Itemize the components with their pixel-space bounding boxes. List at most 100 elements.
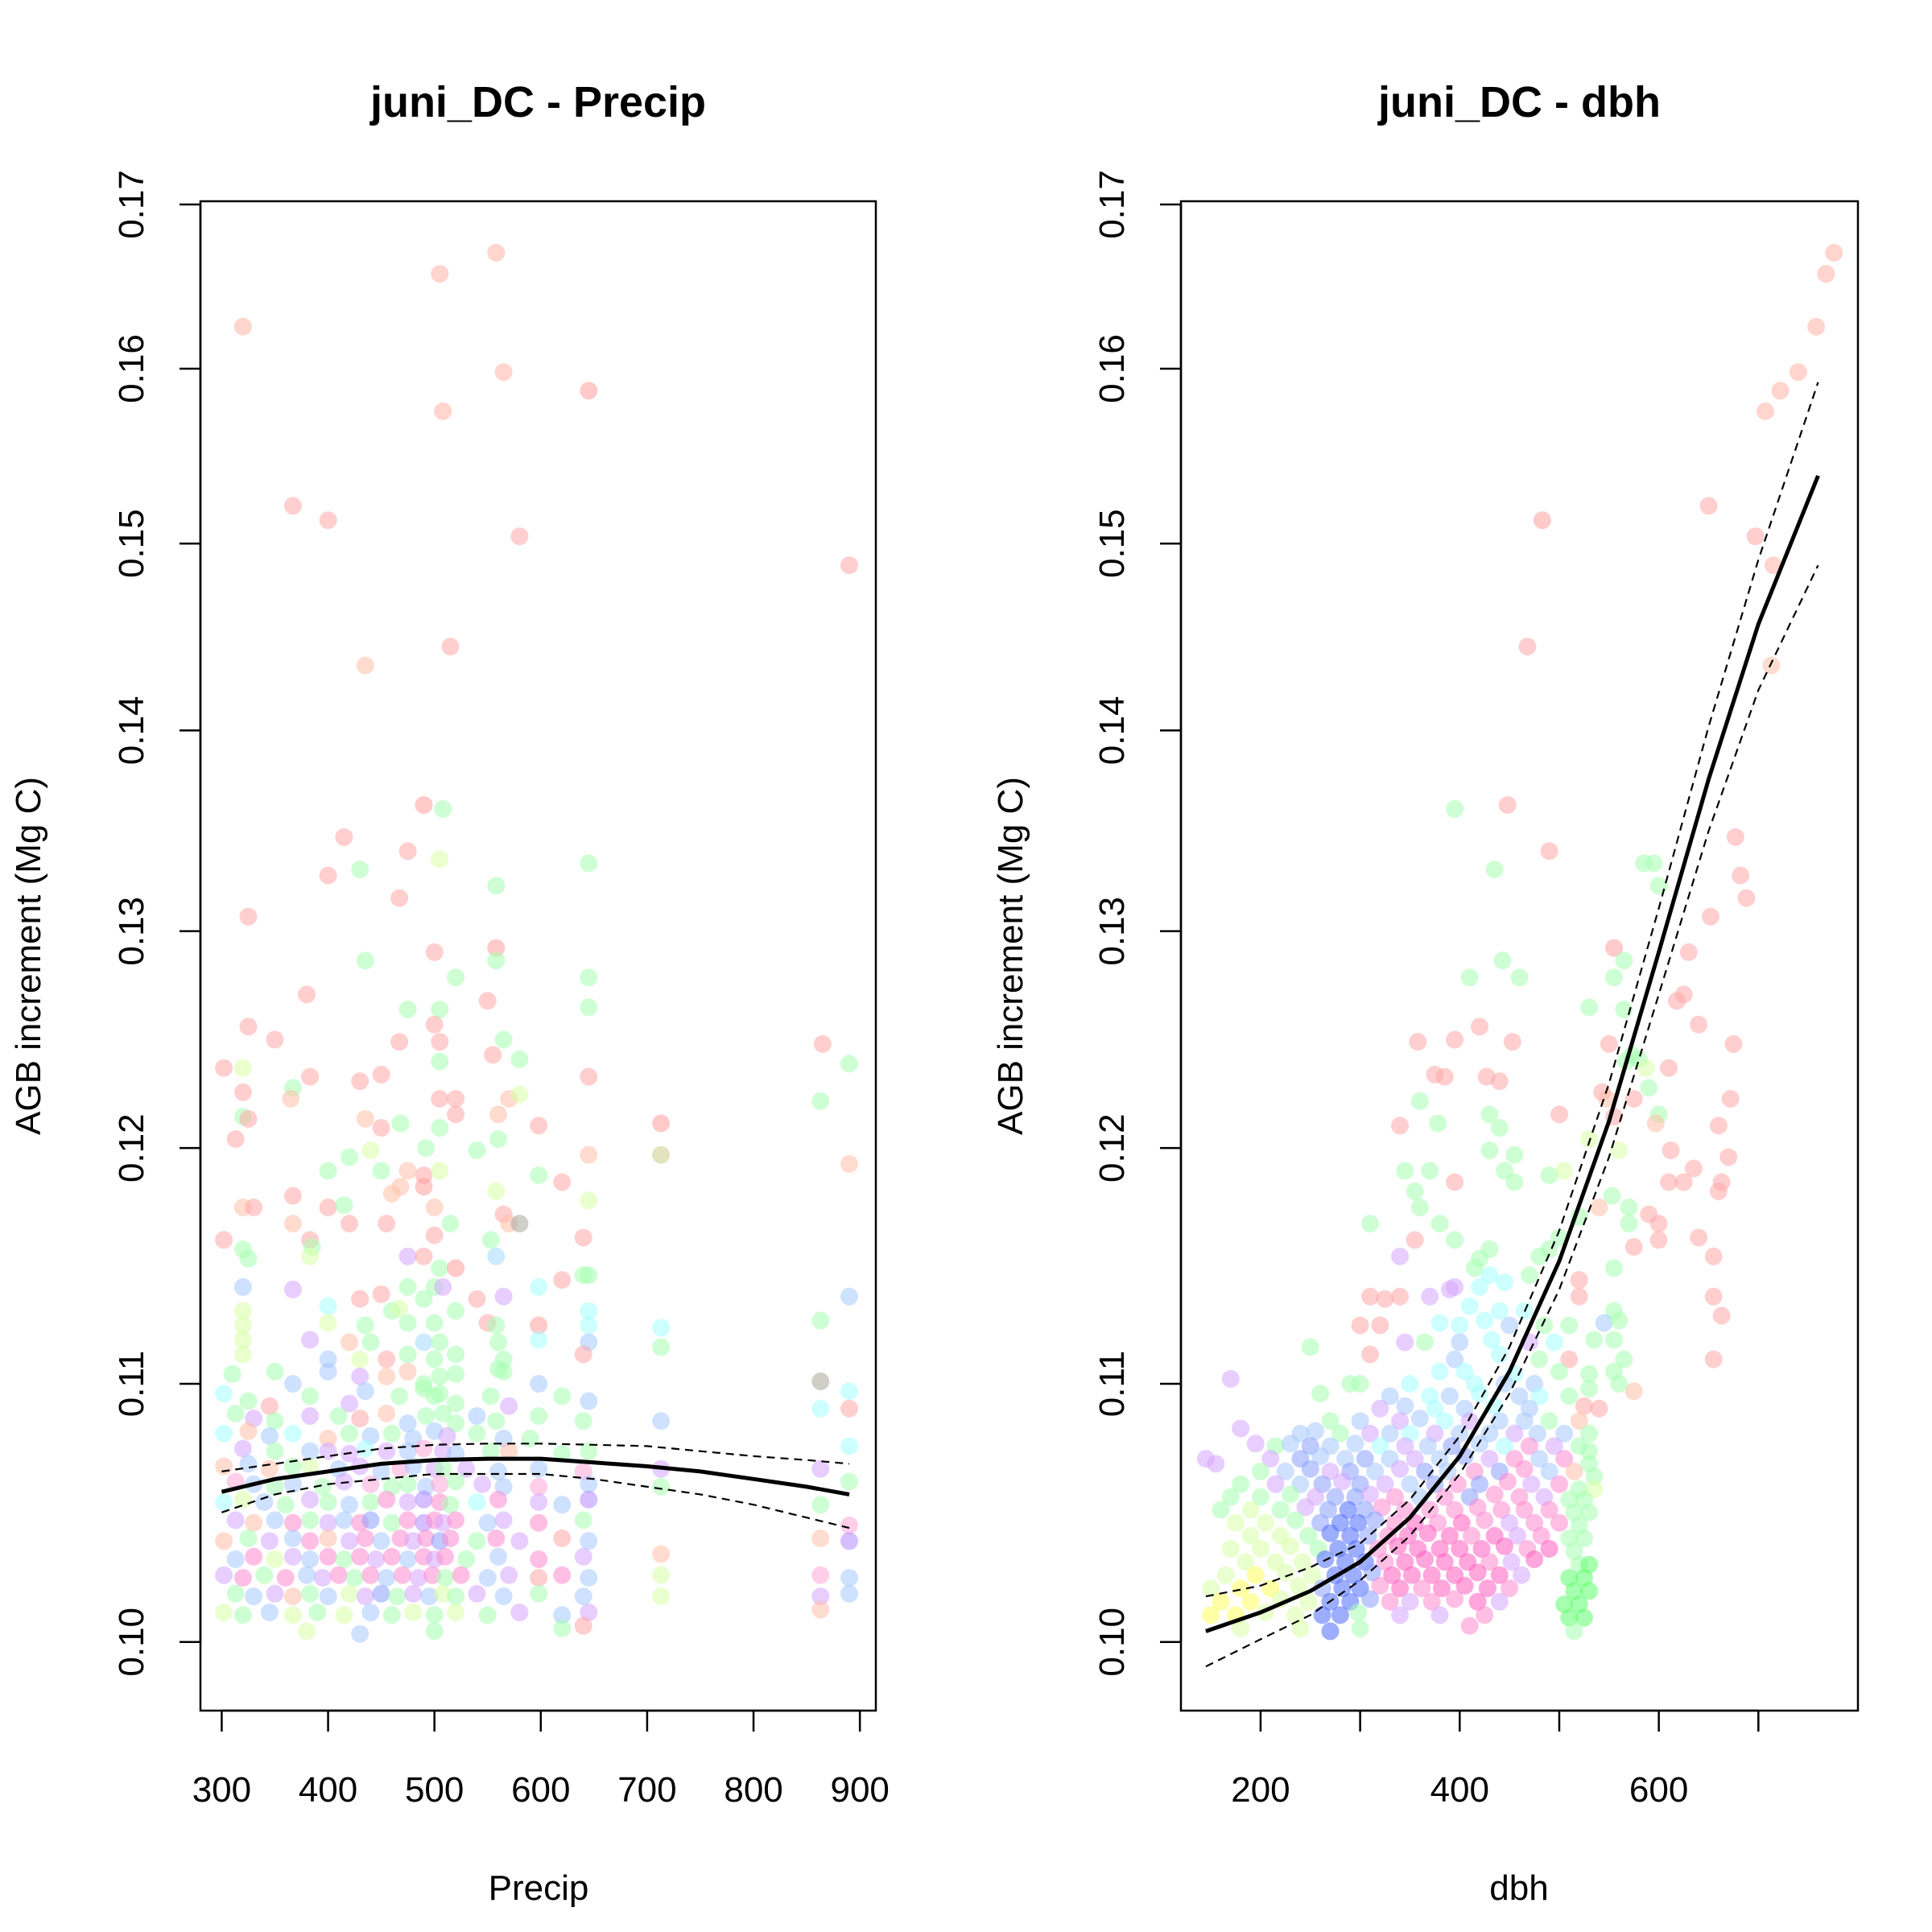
data-point <box>361 1333 380 1352</box>
data-point <box>390 1033 409 1051</box>
data-point <box>530 1459 548 1478</box>
data-point <box>1540 1462 1558 1480</box>
data-point <box>1645 854 1663 873</box>
data-point <box>489 1547 507 1566</box>
data-point <box>1371 1316 1389 1335</box>
data-point <box>341 1333 358 1352</box>
data-point <box>1241 1592 1260 1611</box>
data-point <box>1709 1182 1728 1200</box>
data-point <box>372 1532 390 1550</box>
data-point <box>404 1604 423 1621</box>
data-point <box>1349 1513 1368 1532</box>
data-point <box>301 1331 320 1349</box>
data-point <box>341 1496 358 1514</box>
data-point <box>283 1457 302 1476</box>
data-point <box>1615 952 1633 970</box>
data-point <box>1282 1537 1299 1555</box>
data-point <box>1435 1488 1454 1506</box>
data-point <box>431 1001 449 1018</box>
data-point <box>1433 1579 1451 1598</box>
data-point <box>1232 1419 1250 1438</box>
data-point <box>1321 1462 1340 1480</box>
data-point <box>840 1516 858 1534</box>
data-point <box>580 1302 598 1320</box>
data-point <box>1356 1450 1374 1468</box>
data-point <box>372 1119 390 1137</box>
data-point <box>553 1530 572 1547</box>
data-point <box>580 1146 598 1164</box>
data-point <box>530 1550 548 1568</box>
data-point <box>436 1547 454 1566</box>
data-point <box>510 1604 529 1621</box>
data-point <box>1660 1173 1678 1191</box>
chart-title: juni_DC - dbh <box>1377 78 1661 126</box>
data-point <box>283 497 302 515</box>
data-point <box>1471 1435 1488 1453</box>
data-point <box>1402 1566 1421 1584</box>
data-point <box>415 1333 433 1352</box>
data-point <box>434 402 452 420</box>
data-point <box>1764 556 1782 575</box>
data-point <box>1732 866 1750 885</box>
data-point <box>434 1278 452 1296</box>
data-point <box>1460 1412 1479 1430</box>
data-point <box>1451 1316 1469 1335</box>
data-point <box>245 1513 263 1532</box>
data-point <box>1391 1247 1410 1265</box>
data-point <box>500 1397 518 1415</box>
data-point <box>1391 1412 1410 1430</box>
data-point <box>351 1290 369 1308</box>
y-tick-label: 0.12 <box>1092 1113 1132 1183</box>
data-point <box>1620 1198 1638 1216</box>
data-point <box>313 1569 332 1587</box>
data-point <box>1649 877 1668 895</box>
data-point <box>398 1162 417 1180</box>
data-point <box>1545 1333 1563 1352</box>
data-point <box>378 1490 396 1509</box>
data-point <box>1396 1397 1414 1415</box>
data-point <box>1555 1424 1574 1443</box>
data-point <box>319 1198 337 1216</box>
data-point <box>356 1382 374 1401</box>
data-point <box>308 1604 327 1621</box>
data-point <box>553 1271 572 1289</box>
chart-panel-1: juni_DC - Precip 300 400 500 600 700 800 900 0.1… <box>9 78 890 1908</box>
data-point <box>301 1067 320 1086</box>
data-point <box>378 1215 396 1232</box>
data-point <box>398 842 417 861</box>
data-point <box>425 1226 444 1245</box>
data-point <box>1560 1316 1579 1335</box>
data-point <box>840 1532 858 1550</box>
data-point <box>1319 1501 1337 1519</box>
data-point <box>367 1550 385 1568</box>
data-point <box>487 939 506 957</box>
data-point <box>1550 1513 1568 1532</box>
data-point <box>1605 939 1623 957</box>
data-point <box>382 1424 401 1443</box>
data-point <box>415 1290 433 1308</box>
data-point <box>1251 1488 1269 1506</box>
data-point <box>239 1109 258 1128</box>
data-point <box>494 1587 513 1606</box>
data-point <box>1452 1513 1471 1532</box>
data-point <box>489 1333 507 1352</box>
y-tick-label: 0.17 <box>1092 170 1132 239</box>
data-point <box>415 1490 433 1509</box>
data-point <box>391 1114 410 1133</box>
data-point <box>1396 1553 1414 1571</box>
data-point <box>1396 1333 1414 1352</box>
data-point <box>452 1566 470 1584</box>
data-point <box>811 1092 830 1110</box>
data-point <box>1649 1231 1668 1249</box>
data-point <box>494 1287 513 1306</box>
data-point <box>1476 1511 1494 1530</box>
data-point <box>1771 382 1790 400</box>
data-point <box>1501 1316 1519 1335</box>
data-point <box>1401 1375 1419 1393</box>
data-point <box>345 1569 364 1587</box>
data-point <box>283 1547 302 1566</box>
data-point <box>1446 1231 1464 1249</box>
data-point <box>283 1530 302 1547</box>
data-point <box>1560 1350 1579 1368</box>
data-point <box>266 1442 284 1460</box>
